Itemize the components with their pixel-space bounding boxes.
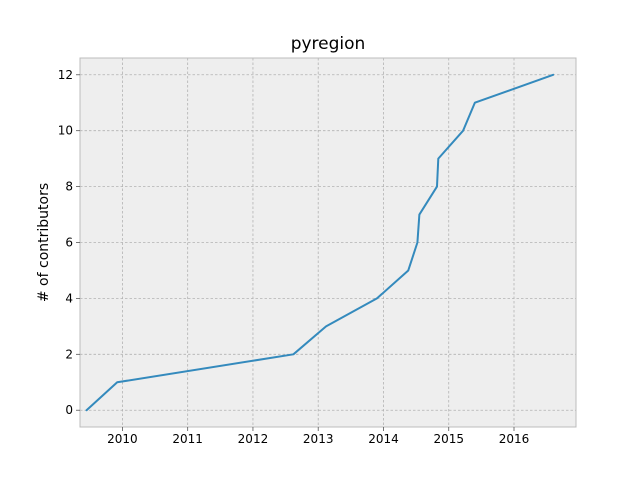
y-axis-label: # of contributors — [36, 183, 52, 302]
x-axis: 2010 2011 2012 2013 2014 2015 2016 — [107, 427, 529, 446]
x-tick-label: 2011 — [172, 432, 203, 446]
x-tick-label: 2014 — [368, 432, 399, 446]
x-tick-label: 2013 — [303, 432, 334, 446]
y-axis: 0 2 4 6 8 10 12 — [58, 68, 80, 417]
contributors-series-line — [85, 73, 555, 412]
y-tick-label: 2 — [65, 347, 73, 361]
y-tick-label: 12 — [58, 68, 73, 82]
y-tick-label: 4 — [65, 291, 73, 305]
x-tick-label: 2015 — [433, 432, 464, 446]
y-tick-label: 0 — [65, 403, 73, 417]
y-tick-label: 6 — [65, 236, 73, 250]
x-tick-label: 2010 — [107, 432, 138, 446]
grid-lines — [80, 58, 576, 427]
y-tick-label: 10 — [58, 124, 73, 138]
x-tick-label: 2012 — [238, 432, 269, 446]
chart-title: pyregion — [291, 34, 366, 54]
y-tick-label: 8 — [65, 180, 73, 194]
data-series — [85, 73, 555, 412]
x-tick-label: 2016 — [499, 432, 530, 446]
